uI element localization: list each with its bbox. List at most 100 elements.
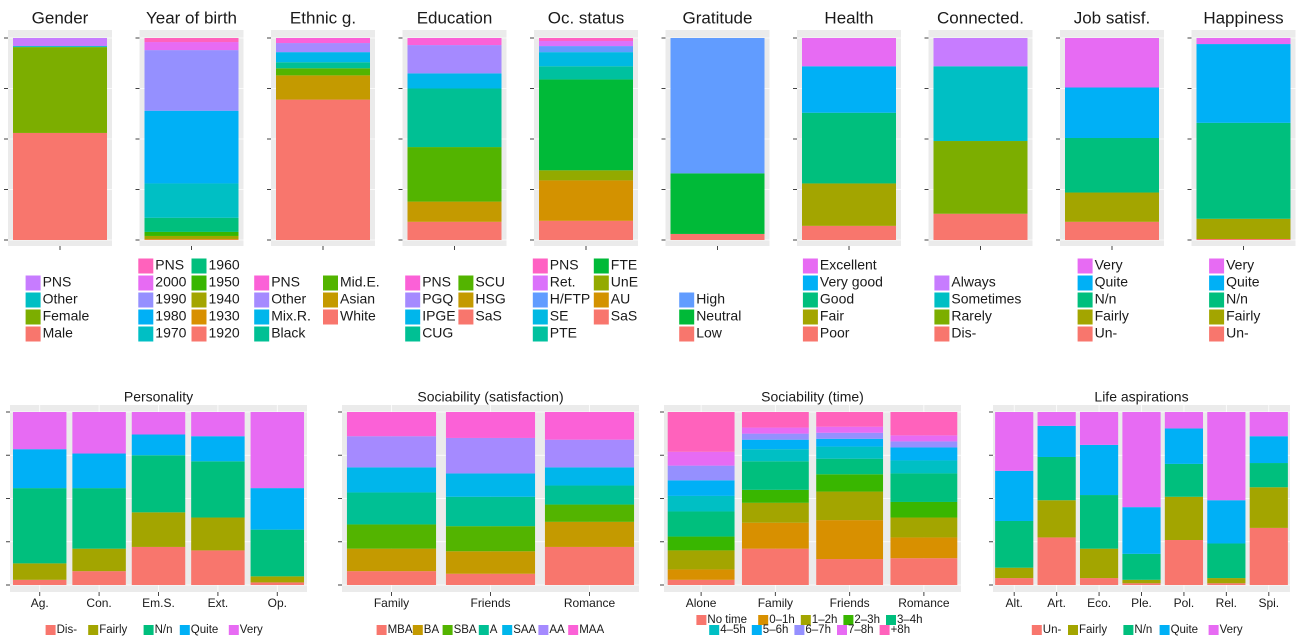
bar-segment [890,460,958,474]
bar-segment [1079,444,1119,496]
bar-segment [407,45,502,74]
bar-segment [346,548,437,572]
legend-key [679,292,695,308]
bar-segment [191,550,245,585]
bar-segment [1065,38,1159,88]
legend-key [25,275,41,291]
legend-label: 6–7h [805,624,831,636]
bar-segment [144,217,239,232]
legend-label: SaS [475,308,501,324]
legend-key [25,292,41,308]
legend-key [191,275,207,291]
legend-label: N/n [1095,291,1117,307]
legend-label: Dis- [951,325,976,341]
bar-segment [1122,579,1161,584]
legend-label: Poor [820,325,850,341]
legend-key [405,309,421,325]
legend-label: Black [271,325,306,341]
legend-label: Quite [1095,274,1129,290]
legend-label: N/n [1134,624,1152,636]
legend-key [138,275,154,291]
bar-segment [890,412,958,436]
legend-label: +8h [891,624,911,636]
bar-segment [539,66,633,80]
bar-segment [1065,221,1159,240]
legend-label: Other [43,291,78,307]
bar-segment [191,436,245,462]
legend-key [593,258,609,274]
chart-title: Year of birth [146,8,237,27]
bar-segment [131,455,186,513]
legend-key [412,625,423,635]
legend-label: SBA [454,624,477,636]
bar-segment [1122,583,1161,585]
x-tick-label: Romance [898,596,950,610]
bar-segment [1207,578,1246,584]
bar-segment [802,112,896,184]
bar-segment [445,473,536,497]
legend-key [25,326,41,342]
legend-key [458,309,474,325]
legend-label: No time [707,614,747,626]
legend-label: Quite [191,624,219,636]
legend-label: Always [951,274,995,290]
legend-key [532,292,548,308]
bar-segment [667,569,735,580]
legend-label: Asian [340,291,375,307]
chart-title: Ethnic g. [290,8,356,27]
bar-segment [144,42,239,51]
bar-segment [544,467,635,486]
bar-segment [346,436,437,468]
bar-segment [816,438,884,447]
bar-segment [1207,543,1246,579]
legend-label: MBA [388,624,413,636]
bar-segment [191,517,245,551]
bar-segment [802,183,896,226]
legend-key [593,309,609,325]
legend-label: MAA [579,624,604,636]
legend-key [794,625,805,635]
legend-key [478,625,489,635]
legend-label: 1960 [209,257,240,273]
bar-segment [544,546,635,585]
bar-segment [933,38,1028,67]
bar-segment [276,43,370,53]
legend-key [843,615,854,625]
bar-segment [72,571,126,585]
legend-key [758,615,769,625]
legend-label: Mid.E. [340,274,380,290]
bar-segment [741,461,809,490]
legend-key [532,275,548,291]
legend-key [593,275,609,291]
legend-label: Good [820,291,854,307]
chart-title: Gratitude [683,8,753,27]
x-tick-label: Romance [564,596,616,610]
legend-label: Neutral [696,308,741,324]
bar-segment [144,38,239,43]
bar-segment [816,559,884,585]
bar-segment [890,558,958,585]
bar-segment [1122,412,1161,508]
bar-segment [445,496,536,527]
bar-segment [741,433,809,440]
x-tick-label: Ple. [1131,596,1152,610]
bar-segment [72,453,126,489]
x-tick-label: Family [374,596,409,610]
x-tick-label: Alt. [1006,596,1023,610]
legend-label: PNS [422,274,451,290]
legend-key [1209,258,1225,274]
legend-label: Dis- [57,624,78,636]
legend-key [886,615,896,625]
x-tick-label: Art. [1047,596,1066,610]
legend-label: Very [1226,257,1254,273]
legend-label: BA [424,624,440,636]
legend-key [458,275,474,291]
legend-label: IPGE [422,308,455,324]
legend-label: UnE [611,274,638,290]
legend-key [138,326,154,342]
legend-label: 1–2h [812,614,838,626]
legend-key [802,258,818,274]
bar-segment [445,412,536,438]
bar-segment [1079,412,1119,445]
legend-key [143,625,154,635]
